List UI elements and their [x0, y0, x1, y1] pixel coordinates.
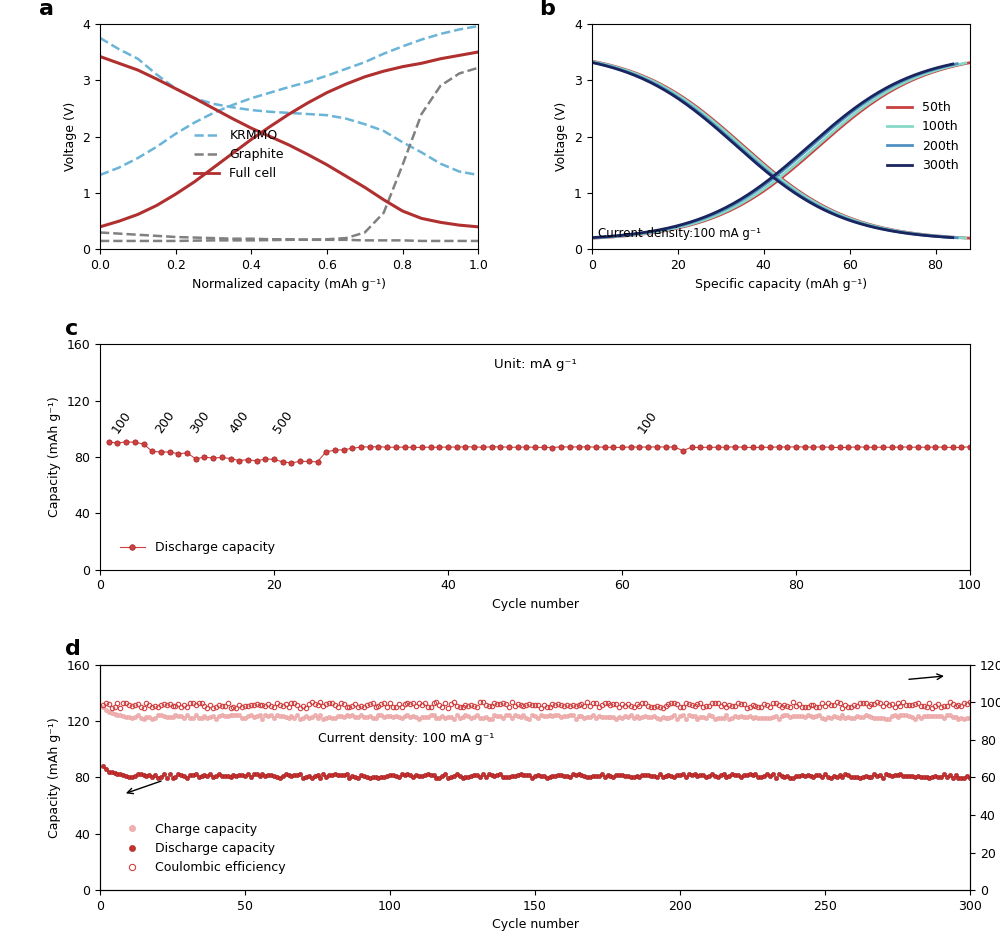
200th [586, 232, 598, 244]
50th [656, 226, 668, 237]
Line: 300th: 300th [592, 64, 953, 238]
50th [586, 232, 598, 244]
50th [964, 57, 976, 69]
Legend: Discharge capacity: Discharge capacity [115, 536, 280, 559]
300th [586, 232, 598, 244]
100th [608, 231, 620, 243]
Text: Current density: 100 mA g⁻¹: Current density: 100 mA g⁻¹ [318, 732, 494, 745]
200th [683, 217, 695, 228]
X-axis label: Specific capacity (mAh g⁻¹): Specific capacity (mAh g⁻¹) [695, 278, 867, 290]
Legend: 50th, 100th, 200th, 300th: 50th, 100th, 200th, 300th [882, 96, 964, 177]
Y-axis label: Capacity (mAh g⁻¹): Capacity (mAh g⁻¹) [48, 397, 61, 517]
300th [947, 58, 959, 69]
200th [920, 67, 932, 78]
200th [600, 231, 612, 243]
100th [960, 57, 972, 69]
Text: 400: 400 [227, 408, 251, 436]
50th [932, 65, 944, 76]
50th [609, 231, 621, 243]
100th [941, 62, 953, 73]
200th [654, 225, 666, 236]
100th [586, 232, 598, 244]
X-axis label: Cycle number: Cycle number [492, 598, 578, 611]
Text: c: c [65, 319, 78, 339]
200th [608, 230, 620, 242]
100th [928, 66, 940, 77]
Text: d: d [65, 640, 81, 660]
Text: b: b [539, 0, 555, 19]
Line: 50th: 50th [592, 63, 970, 238]
Text: 500: 500 [270, 408, 295, 436]
300th [916, 67, 928, 78]
Text: 100: 100 [636, 408, 660, 436]
Y-axis label: Voltage (V): Voltage (V) [64, 102, 77, 171]
Text: 200: 200 [153, 408, 177, 436]
50th [686, 219, 698, 230]
200th [951, 58, 963, 69]
300th [682, 217, 694, 228]
Text: 100: 100 [110, 408, 134, 436]
Line: 200th: 200th [592, 64, 957, 238]
Text: Unit: mA g⁻¹: Unit: mA g⁻¹ [494, 358, 576, 371]
X-axis label: Cycle number: Cycle number [492, 919, 578, 931]
100th [685, 218, 697, 229]
100th [655, 226, 667, 237]
300th [600, 231, 612, 243]
200th [933, 62, 945, 73]
300th [608, 230, 620, 242]
300th [929, 63, 941, 74]
Y-axis label: Capacity (mAh g⁻¹): Capacity (mAh g⁻¹) [48, 717, 61, 838]
Line: 100th: 100th [592, 63, 966, 238]
300th [653, 225, 665, 236]
Text: a: a [39, 0, 54, 19]
Y-axis label: Voltage (V): Voltage (V) [555, 102, 568, 171]
X-axis label: Normalized capacity (mAh g⁻¹): Normalized capacity (mAh g⁻¹) [192, 278, 386, 290]
50th [601, 231, 613, 243]
50th [945, 61, 957, 72]
Legend: Charge capacity, Discharge capacity, Coulombic efficiency: Charge capacity, Discharge capacity, Cou… [115, 818, 291, 880]
Legend: KRMMO, Graphite, Full cell: KRMMO, Graphite, Full cell [189, 124, 289, 186]
100th [601, 231, 613, 243]
Text: 300: 300 [188, 408, 212, 436]
Text: Current density:100 mA g⁻¹: Current density:100 mA g⁻¹ [598, 227, 761, 240]
